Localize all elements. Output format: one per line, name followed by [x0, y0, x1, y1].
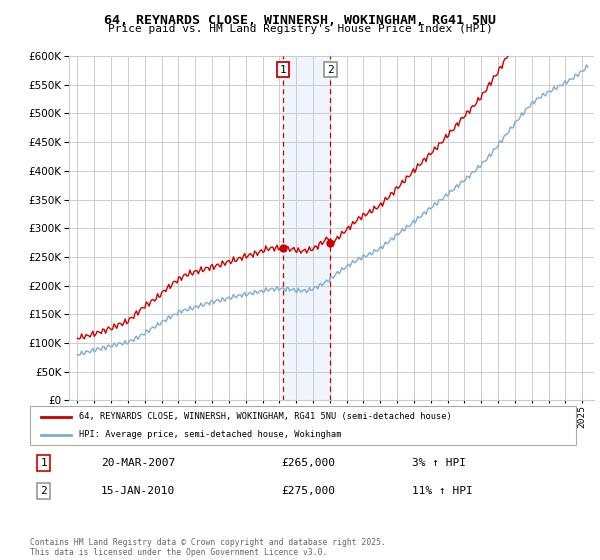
Text: 1: 1 [280, 64, 286, 74]
Text: £275,000: £275,000 [281, 486, 335, 496]
Bar [283, 56, 331, 400]
Text: £265,000: £265,000 [281, 458, 335, 468]
FancyBboxPatch shape [30, 406, 576, 445]
Text: 15-JAN-2010: 15-JAN-2010 [101, 486, 175, 496]
Text: Price paid vs. HM Land Registry's House Price Index (HPI): Price paid vs. HM Land Registry's House … [107, 24, 493, 34]
Text: 20-MAR-2007: 20-MAR-2007 [101, 458, 175, 468]
Text: 2: 2 [40, 486, 47, 496]
Text: 64, REYNARDS CLOSE, WINNERSH, WOKINGHAM, RG41 5NU (semi-detached house): 64, REYNARDS CLOSE, WINNERSH, WOKINGHAM,… [79, 412, 452, 421]
Text: 64, REYNARDS CLOSE, WINNERSH, WOKINGHAM, RG41 5NU: 64, REYNARDS CLOSE, WINNERSH, WOKINGHAM,… [104, 14, 496, 27]
Text: Contains HM Land Registry data © Crown copyright and database right 2025.
This d: Contains HM Land Registry data © Crown c… [30, 538, 386, 557]
Text: HPI: Average price, semi-detached house, Wokingham: HPI: Average price, semi-detached house,… [79, 430, 341, 439]
Text: 3% ↑ HPI: 3% ↑ HPI [412, 458, 466, 468]
Text: 2: 2 [327, 64, 334, 74]
Text: 1: 1 [40, 458, 47, 468]
Text: 11% ↑ HPI: 11% ↑ HPI [412, 486, 473, 496]
